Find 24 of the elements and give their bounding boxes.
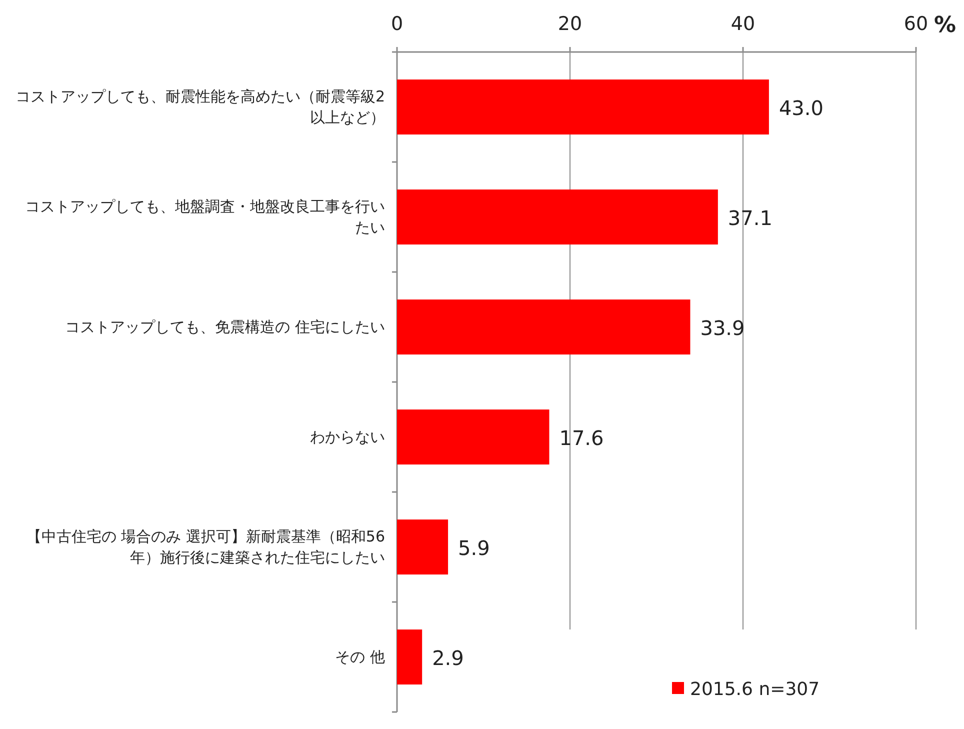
bar <box>397 80 769 134</box>
data-label: 33.9 <box>700 316 745 340</box>
x-tick-label: 40 <box>730 13 756 35</box>
x-tick-label: 20 <box>558 13 582 35</box>
data-label: 43.0 <box>778 96 824 120</box>
bar <box>397 630 422 684</box>
data-label: 2.9 <box>432 646 464 670</box>
bar <box>397 300 690 354</box>
legend-label: 2015.6 n=307 <box>690 679 820 700</box>
bar <box>397 520 448 574</box>
y-tick-label: 【中古住宅の 場合のみ 選択可】新耐震基準（昭和56年）施行後に建築された住宅にしたい <box>26 528 385 566</box>
y-tick-label: わからない <box>310 428 385 446</box>
y-tick-label: コストアップしても、耐震性能を高めたい（耐震等級2以上など） <box>15 88 385 126</box>
x-tick-label: 0 <box>390 13 404 35</box>
y-tick-label: コストアップしても、地盤調査・地盤改良工事を行いたい <box>25 198 385 236</box>
bar <box>397 410 550 464</box>
data-label: 37.1 <box>728 206 772 230</box>
bar <box>397 190 718 244</box>
data-label: 17.6 <box>559 426 604 450</box>
x-tick-label: 60 <box>904 13 928 35</box>
y-tick-label: その 他 <box>335 648 385 666</box>
data-label: 5.9 <box>458 536 490 560</box>
y-tick-label: コストアップしても、免震構造の 住宅にしたい <box>65 318 385 336</box>
x-axis-title: % <box>934 13 956 38</box>
